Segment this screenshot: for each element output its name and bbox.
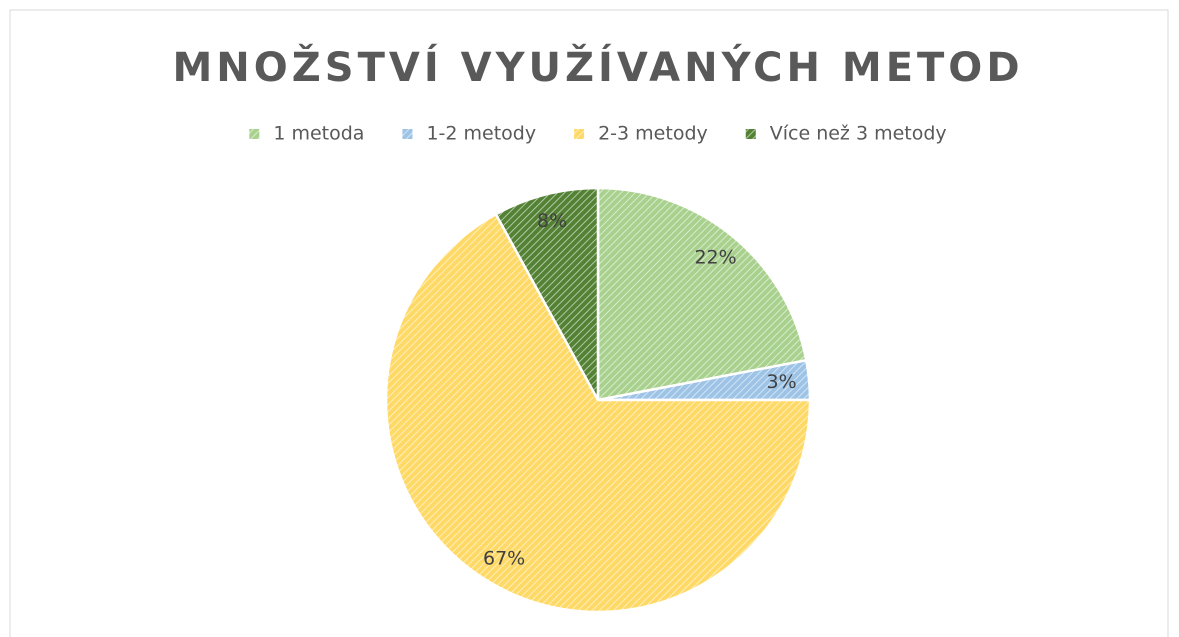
legend-marker <box>249 129 260 139</box>
legend: 1 metoda 1-2 metody 2-3 metody Více než 3 m… <box>249 123 947 145</box>
legend-marker <box>574 129 585 139</box>
pie: 22% 3% 67% 8% <box>384 186 812 614</box>
data-label: 3% <box>767 371 797 393</box>
legend-label: Více než 3 metody <box>770 123 947 145</box>
data-label: 22% <box>694 246 736 268</box>
pie-slice <box>384 212 812 614</box>
legend-label: 2-3 metody <box>598 123 708 145</box>
pie-slice <box>596 186 808 402</box>
legend-marker <box>402 129 413 139</box>
legend-label: 1 metoda <box>273 123 364 145</box>
pie-slice <box>494 186 600 401</box>
legend-label: 1-2 metody <box>426 123 536 145</box>
chart-title: MNOŽSTVÍ VYUŽÍVANÝCH METOD <box>172 42 1023 91</box>
data-label: 8% <box>537 210 567 232</box>
legend-marker <box>745 129 756 139</box>
data-label: 67% <box>483 547 525 569</box>
